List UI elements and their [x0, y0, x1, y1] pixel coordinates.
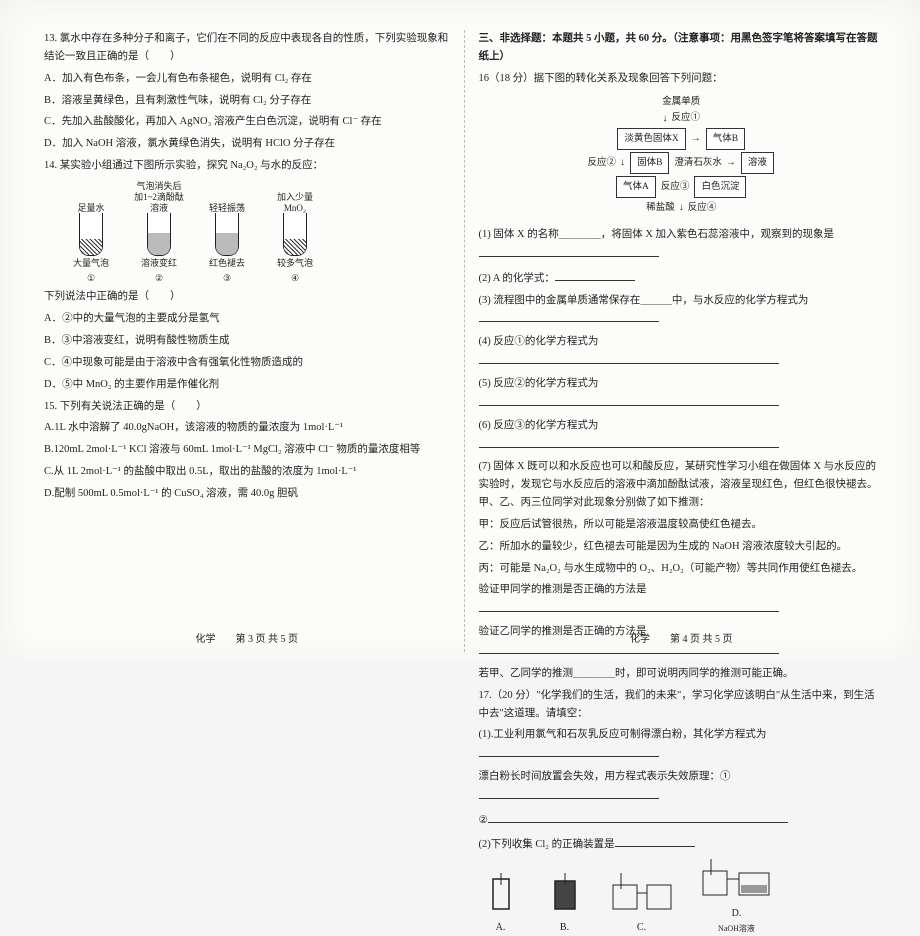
exam-page: 13. 氯水中存在多种分子和离子，它们在不同的反应中表现各自的性质，下列实验现象… [0, 0, 920, 662]
section-header: 三、非选择题：本题共 5 小题，共 60 分。（注意事项：用黑色签字笔将答案填写… [479, 30, 885, 66]
blank [479, 786, 659, 799]
blank [479, 351, 779, 364]
device-b-label: B. [560, 922, 569, 933]
q16-2-text: (2) A 的化学式： [479, 273, 555, 284]
tube1-top: 足量水 [64, 203, 118, 214]
q15-c: C.从 1L 2mol·L⁻¹ 的盐酸中取出 0.5L，取出的盐酸的浓度为 1m… [44, 463, 450, 481]
flow-r3: 反应③ [661, 179, 690, 195]
blank [479, 435, 779, 448]
q15-a: A.1L 水中溶解了 40.0gNaOH，该溶液的物质的量浓度为 1mol·L⁻… [44, 419, 450, 437]
q16-jia: 甲：反应后试管很热，所以可能是溶液温度较高使红色褪去。 [479, 516, 885, 534]
flow-x: 淡黄色固体X [617, 128, 685, 150]
q17-1b: 漂白粉长时间放置会失效，用方程式表示失效原理：① [479, 768, 885, 806]
q13-a: A．加入有色布条，一会儿有色布条褪色，说明有 Cl₂ 存在 [44, 70, 450, 88]
blank [479, 599, 779, 612]
q16-vbing: 若甲、乙同学的推测＿＿＿＿时，即可说明丙同学的推测可能正确。 [479, 665, 885, 683]
q16-6-text: (6) 反应③的化学方程式为 [479, 420, 599, 431]
q17-1c-text: ② [479, 815, 488, 826]
device-a: A. [479, 873, 523, 936]
q14-c: C．④中现象可能是由于溶液中含有强氧化性物质造成的 [44, 354, 450, 372]
blank [615, 834, 695, 847]
q17-2: (2)下列收集 Cl₂ 的正确装置是 [479, 834, 885, 854]
q15-b: B.120mL 2mol·L⁻¹ KCl 溶液与 60mL 1mol·L⁻¹ M… [44, 441, 450, 459]
q16-5: (5) 反应②的化学方程式为 [479, 375, 885, 413]
q13-b: B．溶液呈黄绿色，且有刺激性气味，说明有 Cl₂ 分子存在 [44, 92, 450, 110]
q16-1-text: (1) 固体 X 的名称＿＿＿＿，将固体 X 加入紫色石蕊溶液中，观察到的现象是 [479, 229, 835, 240]
q16-7: (7) 固体 X 既可以和水反应也可以和酸反应，某研究性学习小组在做固体 X 与… [479, 458, 885, 512]
flow-ppt: 白色沉淀 [694, 176, 746, 198]
flow-r4: 反应④ [688, 200, 717, 216]
tube4-top: 加入少量MnO₂ [268, 192, 322, 214]
q17-1-text: (1).工业利用氯气和石灰乳反应可制得漂白粉，其化学方程式为 [479, 729, 767, 740]
tube4-bot: 较多气泡 [268, 258, 322, 269]
tube3-bot: 红色褪去 [200, 258, 254, 269]
device-a-label: A. [496, 922, 506, 933]
q13-stem: 13. 氯水中存在多种分子和离子，它们在不同的反应中表现各自的性质，下列实验现象… [44, 30, 450, 66]
q17-1: (1).工业利用氯气和石灰乳反应可制得漂白粉，其化学方程式为 [479, 726, 885, 764]
q16-bing: 丙：可能是 Na₂O₂ 与水生成物中的 O₂、H₂O₂（可能产物）等共同作用使红… [479, 560, 885, 578]
left-column: 13. 氯水中存在多种分子和离子，它们在不同的反应中表现各自的性质，下列实验现象… [30, 30, 465, 652]
tube2-bot: 溶液变红 [132, 258, 186, 269]
tube-diagram: 足量水大量气泡① 气泡消失后 加1~2滴酚酞溶液溶液变红② 轻轻振荡红色褪去③ … [64, 181, 450, 286]
tube2-top: 气泡消失后 加1~2滴酚酞溶液 [132, 181, 186, 213]
device-c: C. [607, 873, 677, 936]
right-column: 三、非选择题：本题共 5 小题，共 60 分。（注意事项：用黑色签字笔将答案填写… [465, 30, 899, 652]
q16-5-text: (5) 反应②的化学方程式为 [479, 378, 599, 389]
q17-2-text: (2)下列收集 Cl₂ 的正确装置是 [479, 839, 615, 850]
flow-a: 气体A [616, 176, 656, 198]
blank [479, 393, 779, 406]
flowchart: 金属单质 ↓反应① 淡黄色固体X→ 气体B 反应②↓ 固体B 澄清石灰水→ 溶液… [479, 94, 885, 217]
tube3-idx: ③ [200, 271, 254, 286]
q14-stem: 14. 某实验小组通过下图所示实验，探究 Na₂O₂ 与水的反应： [44, 157, 450, 175]
tube2-idx: ② [132, 271, 186, 286]
tube1-idx: ① [64, 271, 118, 286]
blank [479, 244, 659, 257]
blank [488, 810, 788, 823]
blank [479, 744, 659, 757]
tube1-bot: 大量气泡 [64, 258, 118, 269]
flow-acid: 稀盐酸 [646, 200, 675, 216]
flow-sol: 溶液 [741, 152, 774, 174]
q16-3-text: (3) 流程图中的金属单质通常保存在＿＿＿中，与水反应的化学方程式为 [479, 295, 809, 306]
device-c-label: C. [637, 922, 646, 933]
blank [555, 268, 635, 281]
q15-d: D.配制 500mL 0.5mol·L⁻¹ 的 CuSO₄ 溶液，需 40.0g… [44, 485, 450, 503]
flow-r1: 反应① [671, 110, 700, 126]
q16-yi: 乙：所加水的量较少，红色褪去可能是因为生成的 NaOH 溶液浓度较大引起的。 [479, 538, 885, 556]
tube4-idx: ④ [268, 271, 322, 286]
q14-lead: 下列说法中正确的是（ ） [44, 288, 450, 306]
device-d: D. NaOH溶液 [697, 859, 777, 936]
q16-vjia: 验证甲同学的推测是否正确的方法是 [479, 581, 885, 619]
device-d-label: D. [732, 908, 742, 919]
q17-1b-text: 漂白粉长时间放置会失效，用方程式表示失效原理：① [479, 771, 731, 782]
q15-stem: 15. 下列有关说法正确的是（ ） [44, 398, 450, 416]
q16-stem: 16（18 分）据下图的转化关系及现象回答下列问题： [479, 70, 885, 88]
q16-3: (3) 流程图中的金属单质通常保存在＿＿＿中，与水反应的化学方程式为 [479, 292, 885, 330]
device-b: B. [543, 873, 587, 936]
q17-stem: 17.（20 分）"化学我们的生活，我们的未来"，学习化学应该明白"从生活中来，… [479, 687, 885, 723]
naoh-label: NaOH溶液 [697, 922, 777, 936]
q16-4-text: (4) 反应①的化学方程式为 [479, 336, 599, 347]
q14-a: A．②中的大量气泡的主要成分是氢气 [44, 310, 450, 328]
tube3-top: 轻轻振荡 [200, 203, 254, 214]
flow-lime: 澄清石灰水 [674, 155, 722, 171]
q14-b: B．③中溶液变红，说明有酸性物质生成 [44, 332, 450, 350]
blank [479, 309, 659, 322]
flow-bgas: 气体B [706, 128, 745, 150]
right-footer: 化学 第 4 页 共 5 页 [465, 631, 899, 648]
flow-b: 固体B [630, 152, 669, 174]
left-footer: 化学 第 3 页 共 5 页 [30, 631, 464, 648]
q13-d: D．加入 NaOH 溶液，氯水黄绿色消失，说明有 HClO 分子存在 [44, 135, 450, 153]
q16-1: (1) 固体 X 的名称＿＿＿＿，将固体 X 加入紫色石蕊溶液中，观察到的现象是 [479, 226, 885, 264]
q13-c: C．先加入盐酸酸化，再加入 AgNO₃ 溶液产生白色沉淀，说明有 Cl⁻ 存在 [44, 113, 450, 131]
q16-2: (2) A 的化学式： [479, 268, 885, 288]
q16-6: (6) 反应③的化学方程式为 [479, 417, 885, 455]
flow-r2: 反应② [588, 155, 617, 171]
q16-4: (4) 反应①的化学方程式为 [479, 333, 885, 371]
q16-vjia-text: 验证甲同学的推测是否正确的方法是 [479, 584, 647, 595]
q14-d: D．⑤中 MnO₂ 的主要作用是作催化剂 [44, 376, 450, 394]
q17-1c: ② [479, 810, 885, 830]
device-row: A. B. C. D. NaOH溶液 [479, 859, 885, 936]
flow-top: 金属单质 [662, 94, 700, 110]
